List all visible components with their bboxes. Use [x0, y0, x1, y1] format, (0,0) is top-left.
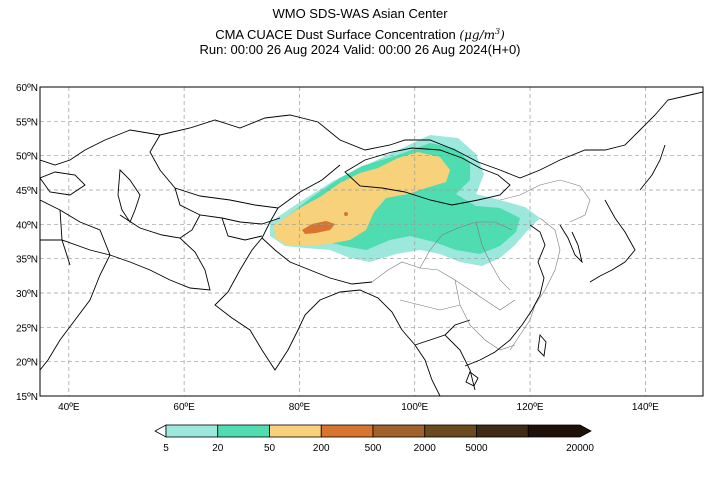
- lat-label: 45ºN: [16, 186, 38, 197]
- lat-label: 50ºN: [16, 152, 38, 163]
- lat-label: 35ºN: [16, 255, 38, 266]
- title-center-name: WMO SDS-WAS Asian Center: [272, 6, 448, 21]
- dust-yellow-band: [274, 152, 450, 246]
- lon-label: 60ºE: [173, 402, 195, 413]
- colorbar-swatch: [527, 424, 592, 438]
- iran-border: [109, 214, 211, 291]
- province-border-5: [499, 179, 591, 223]
- province-border-6: [509, 217, 561, 351]
- colorbar-min-arrow: [154, 424, 167, 438]
- lon-label: 120ºE: [517, 402, 544, 413]
- province-border-7: [399, 299, 461, 311]
- colorbar-label: 20000: [566, 443, 594, 454]
- map-frame: [39, 86, 704, 397]
- country-borders: [40, 91, 703, 396]
- china-coast: [464, 224, 546, 367]
- colorbar-labels: 5 20 50 200 500 2000 5000 20000: [163, 443, 594, 454]
- dust-field: [270, 135, 540, 266]
- lon-label: 80ºE: [289, 402, 311, 413]
- korea-japan: [559, 144, 666, 283]
- title-run-valid: Run: 00:00 26 Aug 2024 Valid: 00:00 26 A…: [199, 42, 521, 57]
- middle-east-borders: [40, 199, 111, 371]
- province-borders: [371, 179, 591, 351]
- axis-labels: 15ºN 20ºN 25ºN 30ºN 35ºN 40ºN 45ºN 50ºN 55ºN 60ºN…: [16, 83, 659, 413]
- caspian-sea: [117, 168, 141, 223]
- colorbar-label: 5: [163, 443, 169, 454]
- province-border-3: [454, 279, 516, 351]
- coastline: [464, 224, 547, 387]
- lat-label: 40ºN: [16, 220, 38, 231]
- lon-label: 140ºE: [632, 402, 659, 413]
- black-sea: [40, 171, 86, 196]
- colorbar-swatch: [165, 424, 219, 438]
- colorbar-swatch: [320, 424, 374, 438]
- lat-label: 60ºN: [16, 83, 38, 94]
- map-content: [40, 87, 703, 396]
- dust-orange-spot: [344, 212, 348, 216]
- colorbar-label: 50: [264, 443, 276, 454]
- province-border-2: [419, 221, 513, 269]
- product-name: CMA CUACE Dust Surface Concentration: [215, 27, 456, 42]
- province-border-4: [475, 221, 511, 291]
- colorbar-swatch: [476, 424, 529, 438]
- aral-region: [40, 129, 161, 166]
- colorbar-label: 20: [212, 443, 224, 454]
- central-asia-borders: [174, 187, 281, 241]
- colorbar-swatch: [424, 424, 477, 438]
- colorbar-label: 200: [313, 443, 330, 454]
- lat-label: 20ºN: [16, 358, 38, 369]
- lat-label: 55ºN: [16, 117, 38, 128]
- dust-orange-band: [302, 221, 335, 234]
- kazakhstan-border: [149, 134, 341, 209]
- lat-label: 15ºN: [16, 392, 38, 403]
- southeast-asia-borders: [401, 319, 476, 396]
- india-border: [214, 237, 403, 371]
- province-border-1: [371, 261, 516, 311]
- russia-border: [159, 91, 703, 179]
- lat-label: 30ºN: [16, 289, 38, 300]
- lon-label: 40ºE: [58, 402, 80, 413]
- colorbar-swatch: [372, 424, 426, 438]
- colorbar-label: 500: [365, 443, 382, 454]
- taiwan: [537, 333, 547, 357]
- colorbar-label: 2000: [414, 443, 437, 454]
- title-product: CMA CUACE Dust Surface Concentration (μg…: [0, 24, 720, 43]
- colorbar-label: 5000: [465, 443, 488, 454]
- hainan: [465, 371, 479, 387]
- colorbar-swatch: [269, 424, 322, 438]
- colorbar-boxes: [154, 424, 592, 438]
- colorbar-swatch: [217, 424, 270, 438]
- mongolia-border: [344, 147, 511, 206]
- concentration-unit: (μg/m3): [459, 27, 505, 42]
- lat-label: 25ºN: [16, 323, 38, 334]
- china-west-border: [261, 207, 373, 285]
- lon-label: 100ºE: [401, 402, 428, 413]
